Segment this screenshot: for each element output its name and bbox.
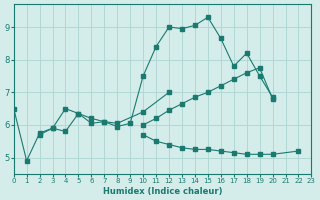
X-axis label: Humidex (Indice chaleur): Humidex (Indice chaleur) [103, 187, 222, 196]
